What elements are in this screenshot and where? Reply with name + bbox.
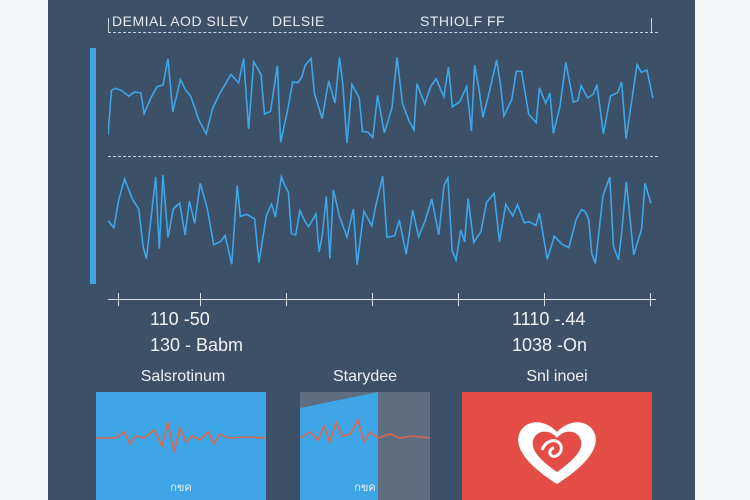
right-readout-line-2: 1038 -On bbox=[512, 335, 588, 355]
card-title-2: Starydee bbox=[332, 368, 398, 385]
right-readout-line-1: 1110 -.44 bbox=[512, 309, 586, 329]
pulse-card-2[interactable]: กขค bbox=[300, 392, 430, 500]
axis-tick bbox=[372, 293, 373, 306]
axis-tick bbox=[544, 293, 545, 306]
card-caption-1: กขค bbox=[170, 482, 192, 494]
channel-accent-bar bbox=[90, 48, 96, 284]
header-divider bbox=[108, 32, 658, 33]
pulse-card-1[interactable]: กขค bbox=[96, 392, 266, 500]
header-label-2: DELSIE bbox=[272, 13, 325, 29]
card-caption-2: กขค bbox=[354, 482, 376, 494]
header-tick bbox=[651, 18, 652, 32]
waveform-channel-2 bbox=[108, 173, 652, 265]
heart-pulse-icon bbox=[518, 422, 596, 484]
axis-tick bbox=[650, 293, 651, 306]
time-axis bbox=[108, 299, 656, 300]
waveform-channel-1 bbox=[108, 56, 654, 144]
header-label-1: DEMIAL AOD SILEV bbox=[112, 13, 249, 29]
left-readout-line-1: 110 -50 bbox=[150, 309, 210, 329]
header-label-3: STHIOLF FF bbox=[420, 13, 506, 29]
axis-tick bbox=[286, 293, 287, 306]
channel-divider bbox=[108, 156, 658, 157]
right-readout: 1110 -.44 1038 -On bbox=[512, 306, 587, 358]
left-readout: 110 -50 130 - Babm bbox=[150, 306, 243, 358]
heart-card[interactable] bbox=[462, 392, 652, 500]
left-readout-line-2: 130 - Babm bbox=[150, 335, 244, 355]
axis-tick bbox=[200, 293, 201, 306]
pulse-trace-2 bbox=[300, 392, 430, 500]
card-title-1: Salsrotinum bbox=[140, 368, 226, 385]
header-tick bbox=[108, 18, 109, 32]
pulse-trace-1 bbox=[96, 421, 266, 453]
axis-tick bbox=[458, 293, 459, 306]
axis-tick bbox=[118, 293, 119, 306]
card-title-3: Snl inoei bbox=[526, 368, 588, 385]
